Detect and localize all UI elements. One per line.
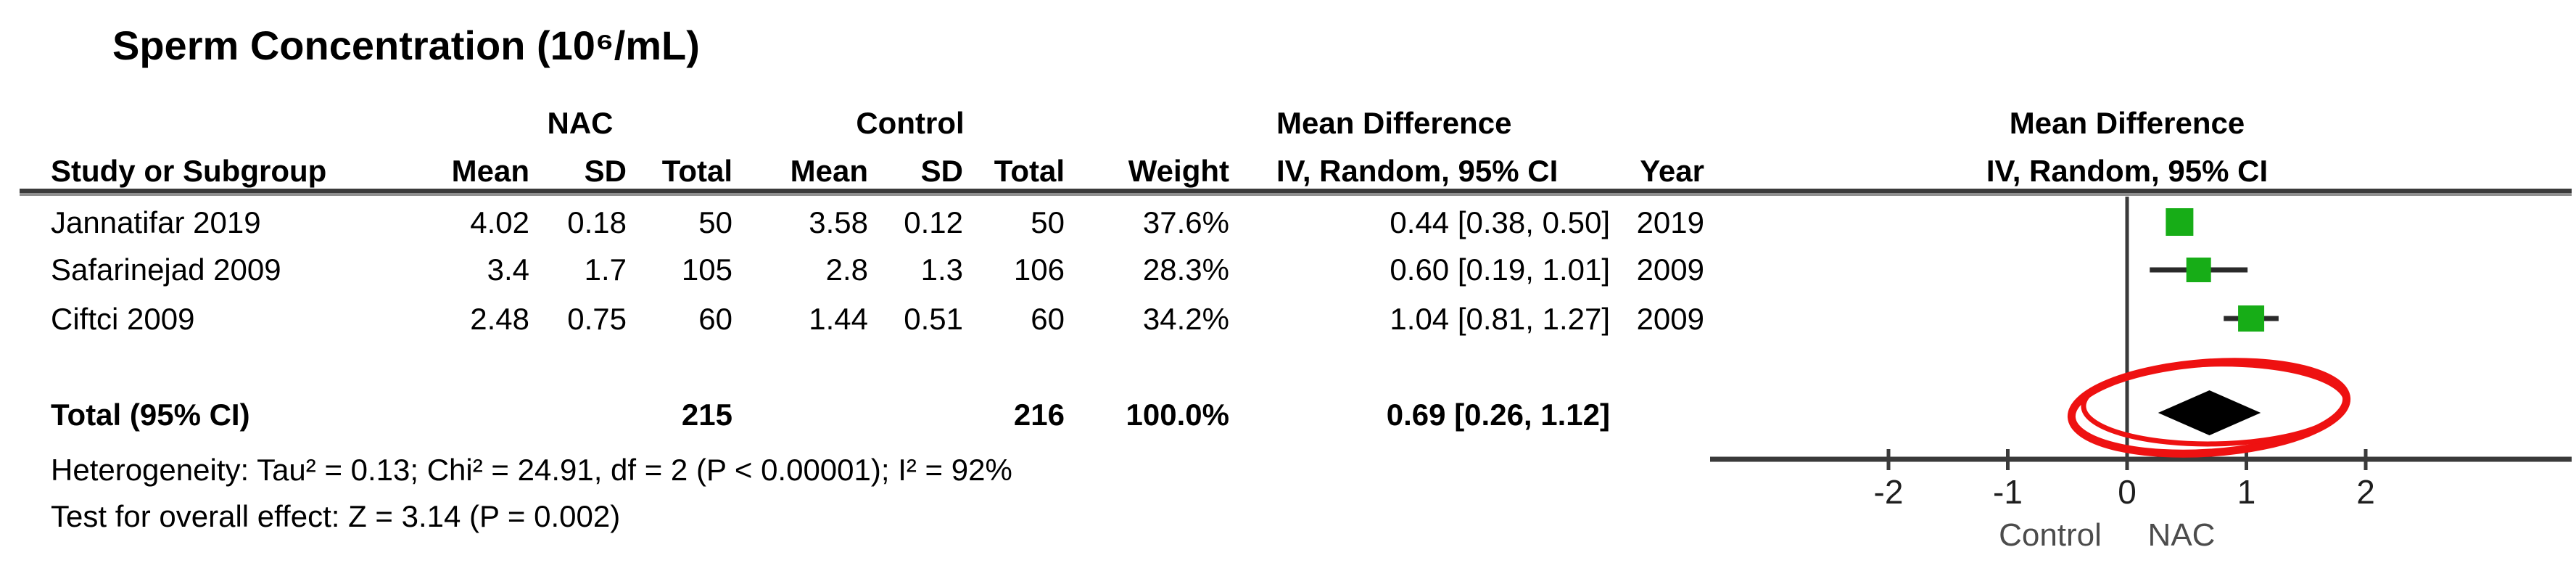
x-tick-label: -2	[1874, 473, 1904, 511]
col-header-nac-mean: Mean	[451, 154, 529, 188]
weight: 37.6%	[1142, 205, 1229, 239]
ctl-total: 60	[1031, 302, 1065, 336]
md-ci: 0.44 [0.38, 0.50]	[1390, 205, 1610, 239]
col-header-weight: Weight	[1128, 154, 1229, 188]
col-header-ctl-sd: SD	[920, 154, 963, 188]
study-name: Jannatifar 2019	[51, 205, 261, 239]
study-name: Safarinejad 2009	[51, 252, 281, 287]
ctl-sd: 1.3	[920, 252, 963, 287]
red-annotation-circle	[2067, 358, 2351, 458]
nac-sd: 0.75	[567, 302, 627, 336]
study-name: Ciftci 2009	[51, 302, 195, 336]
group-header-nac: NAC	[547, 106, 614, 140]
nac-mean: 2.48	[470, 302, 529, 336]
weight: 28.3%	[1142, 252, 1229, 287]
total-md-ci: 0.69 [0.26, 1.12]	[1386, 398, 1610, 432]
nac-mean: 4.02	[470, 205, 529, 239]
total-nac-total: 215	[681, 398, 732, 432]
group-header-control: Control	[856, 106, 965, 140]
nac-mean: 3.4	[487, 252, 529, 287]
red-annotation-circle-stroke	[2081, 361, 2349, 447]
md-ci: 0.60 [0.19, 1.01]	[1390, 252, 1610, 287]
ctl-mean: 1.44	[809, 302, 868, 336]
weight: 34.2%	[1142, 302, 1229, 336]
nac-total: 105	[681, 252, 732, 287]
year: 2019	[1636, 205, 1704, 239]
axis-label-control: Control	[1999, 517, 2102, 553]
nac-sd: 0.18	[567, 205, 627, 239]
study-point-square	[2166, 208, 2194, 236]
x-tick-label: 0	[2118, 473, 2137, 511]
col-header-study: Study or Subgroup	[51, 154, 327, 188]
col-header-year: Year	[1640, 154, 1704, 188]
overall-effect-stats: Test for overall effect: Z = 3.14 (P = 0…	[51, 499, 621, 533]
total-label: Total (95% CI)	[51, 398, 250, 432]
group-header-mean-difference: Mean Difference	[1276, 106, 1512, 140]
x-tick-label: 2	[2356, 473, 2375, 511]
study-point-square	[2238, 305, 2265, 332]
col-header-ci: IV, Random, 95% CI	[1276, 154, 1559, 188]
nac-total: 50	[698, 205, 732, 239]
ctl-total: 50	[1031, 205, 1065, 239]
ctl-sd: 0.12	[904, 205, 963, 239]
nac-sd: 1.7	[584, 252, 627, 287]
x-tick-label: 1	[2237, 473, 2256, 511]
axis-label-nac: NAC	[2148, 517, 2216, 553]
total-diamond	[2158, 390, 2261, 435]
ctl-sd: 0.51	[904, 302, 963, 336]
heterogeneity-stats: Heterogeneity: Tau² = 0.13; Chi² = 24.91…	[51, 453, 1012, 487]
plot-header-ci: IV, Random, 95% CI	[1986, 154, 2269, 188]
study-point-square	[2186, 258, 2211, 282]
md-ci: 1.04 [0.81, 1.27]	[1390, 302, 1610, 336]
nac-total: 60	[698, 302, 732, 336]
year: 2009	[1636, 302, 1704, 336]
col-header-ctl-total: Total	[994, 154, 1065, 188]
total-weight: 100.0%	[1126, 398, 1229, 432]
col-header-nac-total: Total	[661, 154, 732, 188]
header-divider-rule	[20, 189, 2572, 196]
page-title: Sperm Concentration (10⁶/mL)	[112, 22, 700, 68]
plot-header-mean-difference: Mean Difference	[2009, 106, 2245, 140]
col-header-ctl-mean: Mean	[790, 154, 868, 188]
ctl-total: 106	[1013, 252, 1065, 287]
year: 2009	[1636, 252, 1704, 287]
x-tick-label: -1	[1993, 473, 2023, 511]
col-header-nac-sd: SD	[584, 154, 627, 188]
ctl-mean: 2.8	[825, 252, 868, 287]
ctl-mean: 3.58	[809, 205, 868, 239]
total-ctl-total: 216	[1013, 398, 1065, 432]
